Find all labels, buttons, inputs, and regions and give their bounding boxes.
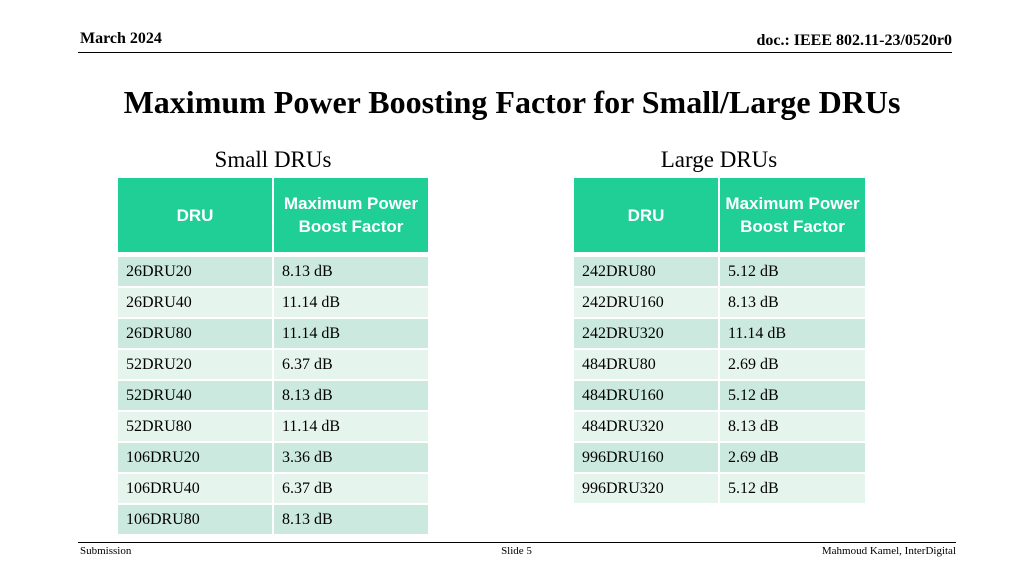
table-row: 996DRU160 2.69 dB bbox=[574, 441, 865, 472]
header-date: March 2024 bbox=[80, 30, 162, 47]
column-header-dru: DRU bbox=[118, 178, 274, 255]
dru-cell: 242DRU160 bbox=[574, 286, 720, 317]
table-row: 996DRU320 5.12 dB bbox=[574, 472, 865, 503]
boost-factor-cell: 8.13 dB bbox=[720, 286, 865, 317]
dru-cell: 52DRU20 bbox=[118, 348, 274, 379]
footer-divider bbox=[78, 542, 956, 543]
footer-author: Mahmoud Kamel, InterDigital bbox=[821, 545, 956, 557]
column-header-dru: DRU bbox=[574, 178, 720, 255]
table-row: 484DRU160 5.12 dB bbox=[574, 379, 865, 410]
column-header-max-power-boost: Maximum Power Boost Factor bbox=[274, 178, 428, 255]
dru-cell: 242DRU80 bbox=[574, 255, 720, 286]
dru-cell: 484DRU320 bbox=[574, 410, 720, 441]
dru-cell: 106DRU20 bbox=[118, 441, 274, 472]
column-header-max-power-boost: Maximum Power Boost Factor bbox=[720, 178, 865, 255]
boost-factor-cell: 8.13 dB bbox=[274, 379, 428, 410]
table-header-row: DRU Maximum Power Boost Factor bbox=[118, 178, 428, 255]
dru-cell: 484DRU160 bbox=[574, 379, 720, 410]
boost-factor-cell: 2.69 dB bbox=[720, 348, 865, 379]
boost-factor-cell: 5.12 dB bbox=[720, 472, 865, 503]
table-row: 484DRU80 2.69 dB bbox=[574, 348, 865, 379]
table-row: 26DRU40 11.14 dB bbox=[118, 286, 428, 317]
table-row: 26DRU20 8.13 dB bbox=[118, 255, 428, 286]
table-row: 484DRU320 8.13 dB bbox=[574, 410, 865, 441]
boost-factor-cell: 11.14 dB bbox=[274, 317, 428, 348]
dru-cell: 26DRU80 bbox=[118, 317, 274, 348]
boost-factor-cell: 11.14 dB bbox=[720, 317, 865, 348]
dru-cell: 26DRU40 bbox=[118, 286, 274, 317]
boost-factor-cell: 2.69 dB bbox=[720, 441, 865, 472]
boost-factor-cell: 11.14 dB bbox=[274, 410, 428, 441]
table-header-row: DRU Maximum Power Boost Factor bbox=[574, 178, 865, 255]
footer-slide-number: Slide 5 bbox=[501, 545, 532, 557]
boost-factor-cell: 3.36 dB bbox=[274, 441, 428, 472]
table-row: 242DRU160 8.13 dB bbox=[574, 286, 865, 317]
dru-cell: 996DRU320 bbox=[574, 472, 720, 503]
small-drus-caption: Small DRUs bbox=[214, 147, 332, 172]
large-drus-caption: Large DRUs bbox=[660, 147, 778, 172]
slide-title: Maximum Power Boosting Factor for Small/… bbox=[123, 84, 901, 120]
header-doc-id: doc.: IEEE 802.11-23/0520r0 bbox=[756, 32, 952, 49]
table-row: 26DRU80 11.14 dB bbox=[118, 317, 428, 348]
table-row: 52DRU20 6.37 dB bbox=[118, 348, 428, 379]
dru-cell: 106DRU80 bbox=[118, 503, 274, 534]
table-row: 52DRU40 8.13 dB bbox=[118, 379, 428, 410]
dru-cell: 52DRU40 bbox=[118, 379, 274, 410]
dru-cell: 106DRU40 bbox=[118, 472, 274, 503]
table-row: 242DRU80 5.12 dB bbox=[574, 255, 865, 286]
dru-cell: 484DRU80 bbox=[574, 348, 720, 379]
boost-factor-cell: 11.14 dB bbox=[274, 286, 428, 317]
boost-factor-cell: 8.13 dB bbox=[720, 410, 865, 441]
table-row: 242DRU320 11.14 dB bbox=[574, 317, 865, 348]
table-row: 106DRU80 8.13 dB bbox=[118, 503, 428, 534]
boost-factor-cell: 8.13 dB bbox=[274, 255, 428, 286]
table-row: 106DRU20 3.36 dB bbox=[118, 441, 428, 472]
boost-factor-cell: 5.12 dB bbox=[720, 379, 865, 410]
table-row: 52DRU80 11.14 dB bbox=[118, 410, 428, 441]
dru-cell: 996DRU160 bbox=[574, 441, 720, 472]
boost-factor-cell: 8.13 dB bbox=[274, 503, 428, 534]
small-drus-table: DRU Maximum Power Boost Factor 26DRU20 8.… bbox=[118, 178, 428, 534]
table-row: 106DRU40 6.37 dB bbox=[118, 472, 428, 503]
large-drus-table: DRU Maximum Power Boost Factor 242DRU80 5… bbox=[574, 178, 865, 503]
boost-factor-cell: 5.12 dB bbox=[720, 255, 865, 286]
boost-factor-cell: 6.37 dB bbox=[274, 472, 428, 503]
footer-submission: Submission bbox=[80, 545, 132, 557]
dru-cell: 52DRU80 bbox=[118, 410, 274, 441]
dru-cell: 26DRU20 bbox=[118, 255, 274, 286]
dru-cell: 242DRU320 bbox=[574, 317, 720, 348]
header-divider bbox=[78, 52, 952, 53]
boost-factor-cell: 6.37 dB bbox=[274, 348, 428, 379]
